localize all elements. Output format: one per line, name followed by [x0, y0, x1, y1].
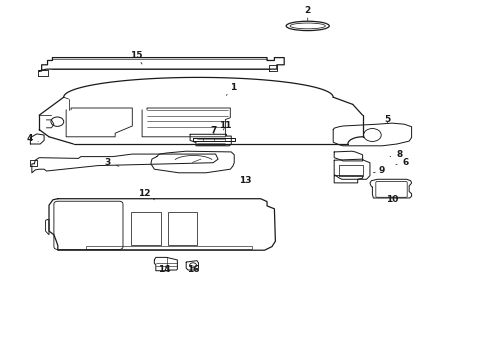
Text: 3: 3	[105, 158, 119, 167]
Text: 12: 12	[138, 189, 154, 200]
Text: 4: 4	[26, 134, 38, 143]
Text: 14: 14	[158, 265, 171, 274]
Text: 10: 10	[386, 195, 398, 204]
Text: 1: 1	[226, 83, 236, 95]
Text: 2: 2	[305, 6, 311, 21]
Text: 9: 9	[373, 166, 385, 175]
Text: 5: 5	[384, 115, 390, 124]
Text: 11: 11	[219, 122, 232, 130]
Text: 15: 15	[130, 50, 143, 64]
Text: 13: 13	[239, 176, 251, 185]
Text: 7: 7	[210, 126, 217, 135]
Text: 6: 6	[396, 158, 409, 167]
Text: 16: 16	[187, 266, 200, 274]
Text: 8: 8	[390, 150, 402, 159]
